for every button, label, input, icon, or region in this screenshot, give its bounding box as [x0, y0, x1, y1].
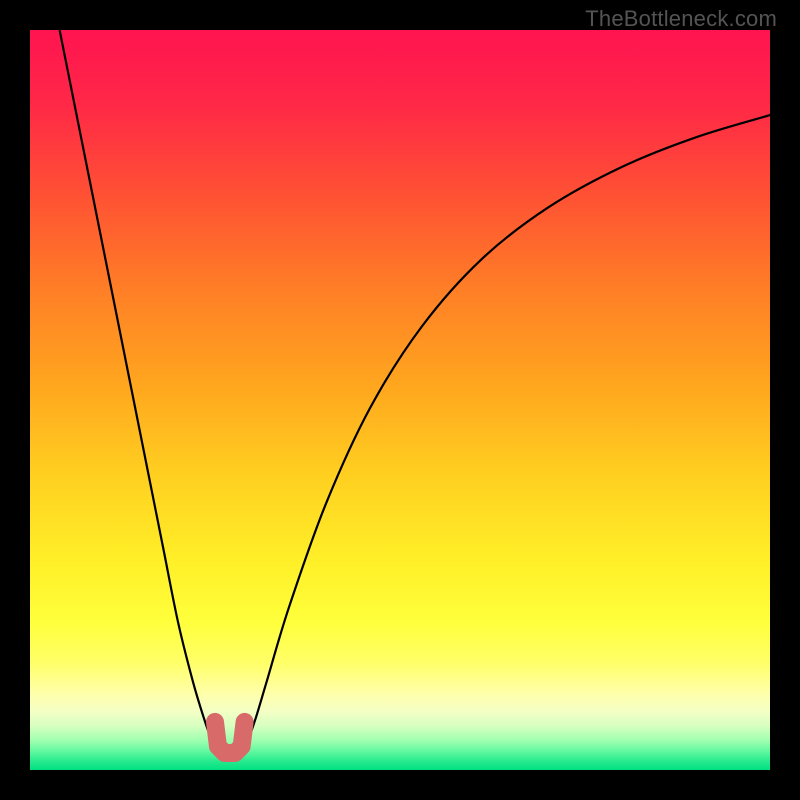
chart-svg [0, 0, 800, 800]
watermark-text: TheBottleneck.com [585, 6, 777, 32]
plot-background [30, 30, 770, 770]
